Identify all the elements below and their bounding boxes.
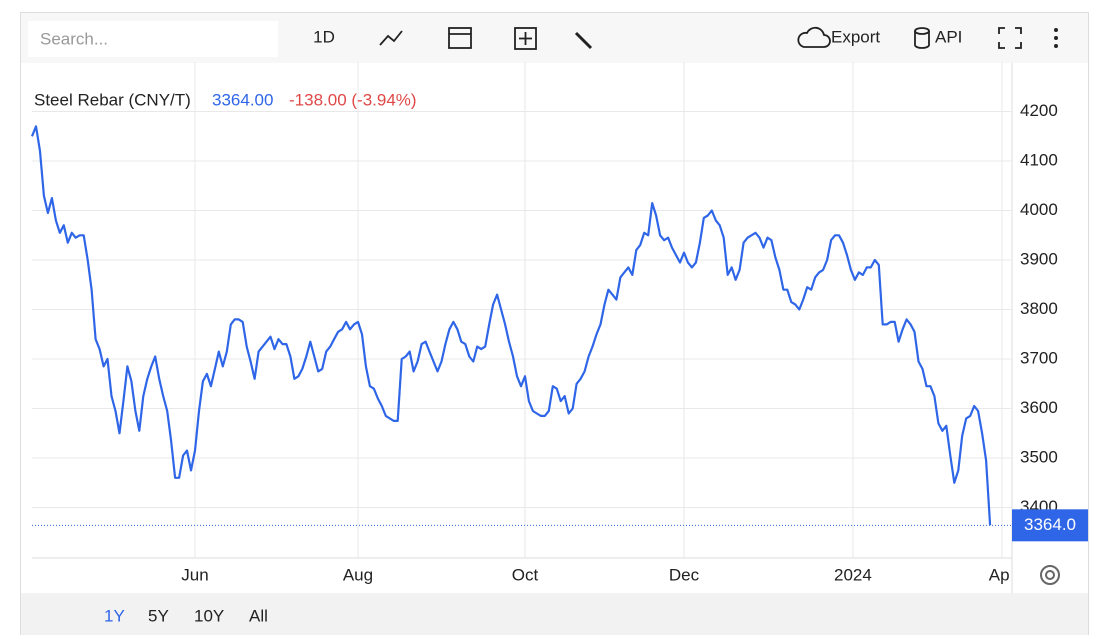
y-tick-label: 3800 (1020, 299, 1058, 318)
y-tick-label: 3600 (1020, 398, 1058, 417)
price-badge-label: 3364.0 (1024, 515, 1076, 534)
price-label: 3364.00 (212, 90, 273, 109)
export-label[interactable]: Export (831, 27, 880, 46)
range-option[interactable]: 10Y (194, 606, 224, 625)
chart-type-icon[interactable] (379, 30, 403, 46)
x-tick-label: Oct (512, 565, 539, 584)
y-tick-label: 4100 (1020, 150, 1058, 169)
api-label[interactable]: API (935, 27, 962, 46)
export-button[interactable] (797, 26, 831, 48)
settings-icon[interactable] (574, 31, 593, 50)
add-icon[interactable] (514, 27, 537, 50)
range-button[interactable]: 1D (313, 27, 335, 46)
y-tick-label: 4200 (1020, 101, 1058, 120)
x-tick-label: 2024 (834, 565, 872, 584)
x-tick-label: Dec (669, 565, 700, 584)
price-badge (1012, 509, 1088, 542)
x-tick-label: Jun (181, 565, 208, 584)
api-icon[interactable] (914, 27, 930, 49)
x-tick-label: Aug (343, 565, 373, 584)
footer (21, 593, 1088, 635)
y-tick-label: 4000 (1020, 200, 1058, 219)
fullscreen-icon[interactable] (998, 27, 1022, 49)
price-line (30, 125, 992, 526)
y-tick-label: 3900 (1020, 249, 1058, 268)
range-option[interactable]: 5Y (148, 606, 169, 625)
menu-icon[interactable] (1054, 28, 1058, 48)
change-label: -138.00 (-3.94%) (289, 90, 417, 109)
range-option[interactable]: All (249, 606, 268, 625)
search-placeholder: Search... (40, 29, 108, 48)
y-tick-label: 3700 (1020, 348, 1058, 367)
x-tick-label: Apr (989, 565, 1016, 584)
y-tick-label: 3500 (1020, 447, 1058, 466)
chart-title: Steel Rebar (CNY/T) (34, 90, 191, 109)
search-box[interactable] (28, 21, 278, 57)
range-option[interactable]: 1Y (104, 606, 125, 625)
gear-icon[interactable] (1040, 565, 1061, 585)
calendar-icon[interactable] (448, 27, 472, 49)
